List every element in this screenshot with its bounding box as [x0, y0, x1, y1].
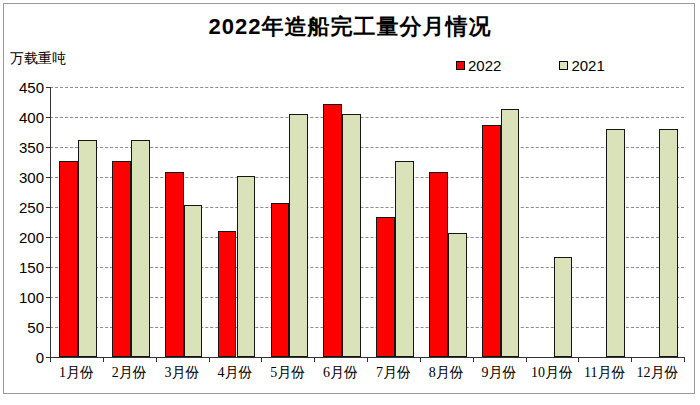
legend-item-2022: 2022	[456, 58, 501, 73]
bar-2021-10月份	[554, 257, 573, 357]
gridline-400	[50, 117, 684, 118]
bar-2022-1月份	[59, 161, 78, 357]
bar-2021-3月份	[184, 205, 203, 357]
bar-2022-3月份	[165, 172, 184, 357]
bar-2022-9月份	[482, 125, 501, 357]
bar-2021-1月份	[78, 140, 97, 357]
bar-2021-5月份	[289, 114, 308, 357]
bar-2021-8月份	[448, 233, 467, 357]
y-tick-label-450: 450	[4, 80, 44, 95]
y-tick-label-100: 100	[4, 290, 44, 305]
x-label-6月份: 6月份	[310, 366, 371, 380]
bar-2022-8月份	[429, 172, 448, 357]
x-label-9月份: 9月份	[469, 366, 530, 380]
y-tick-label-0: 0	[4, 350, 44, 365]
chart-legend: 2022 2021	[456, 58, 605, 73]
x-label-10月份: 10月份	[522, 366, 583, 380]
gridline-450	[50, 87, 684, 88]
chart-window: 2022年造船完工量分月情况 万载重吨 2022 2021 0 50 100 150 20…	[0, 0, 700, 405]
x-label-3月份: 3月份	[152, 366, 213, 380]
bar-2022-6月份	[323, 104, 342, 357]
bar-2022-7月份	[376, 217, 395, 357]
x-label-2月份: 2月份	[99, 366, 160, 380]
bar-2022-5月份	[271, 203, 290, 357]
y-tick-label-400: 400	[4, 110, 44, 125]
y-tick-label-150: 150	[4, 260, 44, 275]
y-tick-label-50: 50	[4, 320, 44, 335]
x-label-1月份: 1月份	[46, 366, 107, 380]
x-label-12月份: 12月份	[627, 366, 688, 380]
legend-swatch-2021	[559, 61, 568, 70]
bar-2021-2月份	[131, 140, 150, 357]
y-axis-line	[50, 87, 51, 357]
y-axis-unit-label: 万载重吨	[10, 50, 66, 68]
legend-item-2021: 2021	[559, 58, 604, 73]
bar-2022-4月份	[218, 231, 237, 357]
x-label-11月份: 11月份	[574, 366, 635, 380]
x-label-7月份: 7月份	[363, 366, 424, 380]
y-tick-label-350: 350	[4, 140, 44, 155]
bar-2022-2月份	[112, 161, 131, 357]
bar-2021-7月份	[395, 161, 414, 357]
chart-title: 2022年造船完工量分月情况	[0, 12, 700, 42]
x-label-4月份: 4月份	[205, 366, 266, 380]
y-tick-label-250: 250	[4, 200, 44, 215]
x-label-5月份: 5月份	[257, 366, 318, 380]
bar-2021-4月份	[237, 176, 256, 357]
legend-label-2021: 2021	[571, 58, 604, 73]
x-axis-line	[50, 357, 685, 358]
y-tick-label-200: 200	[4, 230, 44, 245]
bar-2021-9月份	[501, 109, 520, 357]
bar-2021-12月份	[659, 129, 678, 357]
bar-2021-6月份	[342, 114, 361, 357]
x-label-8月份: 8月份	[416, 366, 477, 380]
legend-swatch-2022	[456, 61, 465, 70]
legend-label-2022: 2022	[468, 58, 501, 73]
y-tick-label-300: 300	[4, 170, 44, 185]
bar-2021-11月份	[606, 129, 625, 357]
